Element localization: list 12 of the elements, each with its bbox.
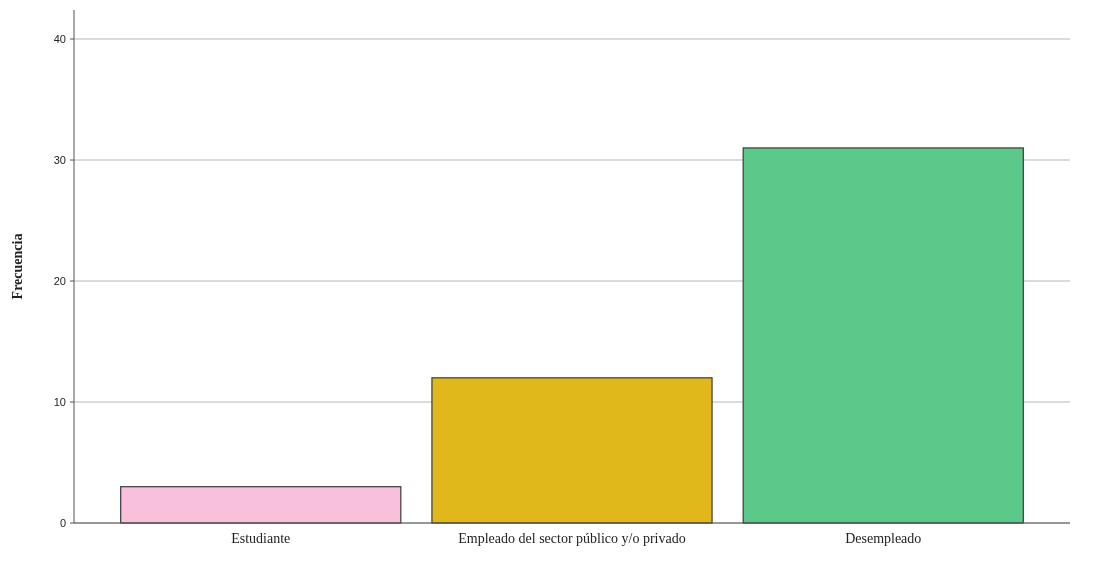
bar bbox=[431, 377, 713, 524]
y-tick-label: 20 bbox=[53, 274, 66, 287]
y-tick-label: 30 bbox=[53, 153, 66, 166]
x-tick-label: Desempleado bbox=[845, 531, 922, 546]
bar bbox=[120, 486, 402, 524]
bar bbox=[742, 147, 1024, 524]
y-tick-label: 10 bbox=[53, 395, 66, 408]
x-tick-label: Estudiante bbox=[231, 531, 291, 546]
y-tick-label: 0 bbox=[59, 516, 66, 529]
x-tick-label: Empleado del sector público y/o privado bbox=[458, 531, 686, 546]
y-axis-title: Frecuencia bbox=[10, 233, 25, 300]
y-tick-label: 40 bbox=[53, 32, 66, 45]
